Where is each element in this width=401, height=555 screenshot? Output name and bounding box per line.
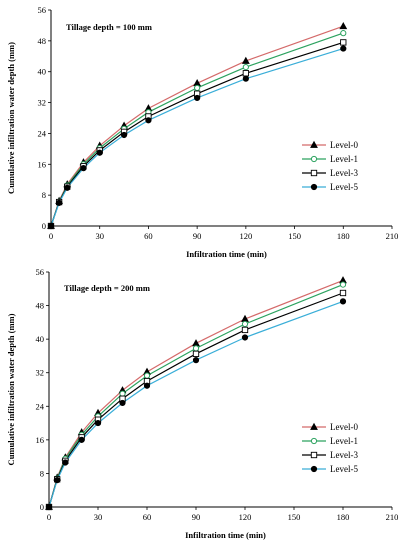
data-point-level-3 xyxy=(339,289,347,297)
legend-marker-level-1 xyxy=(310,437,318,445)
legend-marker-level-3 xyxy=(310,451,318,459)
legend-label-level-0: Level-0 xyxy=(330,422,358,432)
y-tick-label: 32 xyxy=(36,368,45,378)
x-tick-label: 210 xyxy=(386,512,399,522)
y-tick-label: 40 xyxy=(38,67,47,77)
data-point-level-5 xyxy=(192,357,200,364)
legend-marker-level-3 xyxy=(310,169,318,177)
x-tick-label: 60 xyxy=(143,512,152,522)
chart-tillage-200mm: 0 30 60 90 120 150 180 210 0 8 16 24 32 40 48 56 Infiltr… xyxy=(6,267,398,540)
data-point-level-5 xyxy=(54,477,61,484)
y-tick-label: 0 xyxy=(40,502,44,512)
chart-tillage-100mm: 0 30 60 90 120 150 180 210 0 8 16 24 32 40 48 56 Infiltr… xyxy=(6,5,398,259)
data-point-level-3 xyxy=(242,70,250,77)
y-tick-label: 48 xyxy=(38,36,47,46)
data-point-level-5 xyxy=(119,399,126,407)
data-point-level-3 xyxy=(192,350,200,357)
x-axis-label: Infiltration time (min) xyxy=(186,249,267,259)
y-tick-label: 0 xyxy=(42,221,46,231)
data-point-level-1 xyxy=(192,345,200,352)
x-tick-label: 180 xyxy=(337,512,350,522)
y-tick-label: 56 xyxy=(38,5,47,15)
y-axis-label: Cumulative infiltration water depth (mm) xyxy=(6,42,16,194)
data-point-level-5 xyxy=(120,131,128,139)
data-point-level-5 xyxy=(47,222,55,230)
legend-marker-level-1 xyxy=(310,155,318,163)
data-point-level-5 xyxy=(339,298,347,305)
data-point-level-1 xyxy=(194,84,201,92)
tillage-depth-annotation: Tillage depth = 100 mm xyxy=(66,22,152,32)
data-point-level-5 xyxy=(241,334,249,341)
y-tick-label: 24 xyxy=(38,128,47,138)
data-point-level-5 xyxy=(242,75,249,82)
data-point-level-1 xyxy=(119,390,126,397)
data-point-level-1 xyxy=(242,63,249,71)
x-tick-label: 150 xyxy=(288,512,301,522)
legend-marker-level-5 xyxy=(310,183,318,191)
y-tick-label: 8 xyxy=(42,190,46,200)
series-line-level-3 xyxy=(48,292,344,508)
x-tick-label: 0 xyxy=(49,231,53,241)
y-tick-label: 48 xyxy=(36,301,45,311)
legend-marker-level-0 xyxy=(310,140,318,148)
data-point-level-0 xyxy=(241,56,250,64)
legend-label-level-3: Level-3 xyxy=(330,450,358,460)
y-tick-label: 40 xyxy=(36,334,45,344)
x-tick-label: 30 xyxy=(95,231,104,241)
data-point-level-1 xyxy=(339,281,347,288)
legend-label-level-3: Level-3 xyxy=(330,168,358,178)
data-point-level-5 xyxy=(340,45,347,52)
legend-label-level-1: Level-1 xyxy=(330,436,358,446)
series-line-level-5 xyxy=(48,300,344,508)
series-line-level-0 xyxy=(48,279,344,508)
data-point-level-3 xyxy=(340,39,347,46)
data-point-level-3 xyxy=(241,326,249,334)
y-tick-label: 16 xyxy=(36,435,45,445)
legend-label-level-5: Level-5 xyxy=(330,464,358,474)
data-point-level-1 xyxy=(143,372,151,379)
series-line-level-5 xyxy=(50,48,344,227)
x-tick-label: 90 xyxy=(193,231,202,241)
data-point-level-5 xyxy=(94,419,102,427)
legend-marker-level-0 xyxy=(310,422,318,430)
y-tick-label: 56 xyxy=(36,267,45,277)
data-point-level-5 xyxy=(45,503,53,511)
data-point-level-5 xyxy=(62,459,69,466)
y-tick-label: 24 xyxy=(36,401,45,411)
y-axis-label: Cumulative infiltration water depth (mm) xyxy=(6,313,16,465)
data-point-level-5 xyxy=(56,199,63,206)
data-point-level-5 xyxy=(96,149,103,156)
y-tick-label: 8 xyxy=(40,468,44,478)
x-tick-label: 90 xyxy=(192,512,201,522)
data-point-level-5 xyxy=(78,436,85,443)
legend-label-level-0: Level-0 xyxy=(330,140,358,150)
x-tick-label: 0 xyxy=(47,512,51,522)
legend-marker-level-5 xyxy=(310,465,318,473)
x-tick-label: 120 xyxy=(239,512,252,522)
y-tick-label: 32 xyxy=(38,98,47,108)
data-point-level-5 xyxy=(80,165,87,172)
data-point-level-5 xyxy=(64,184,71,191)
x-tick-label: 180 xyxy=(337,231,350,241)
x-tick-label: 60 xyxy=(144,231,153,241)
x-tick-label: 150 xyxy=(288,231,301,241)
x-tick-label: 120 xyxy=(239,231,252,241)
data-point-level-5 xyxy=(145,117,152,124)
data-point-level-1 xyxy=(340,30,347,37)
x-tick-label: 210 xyxy=(386,231,399,241)
data-point-level-0 xyxy=(192,339,200,347)
data-point-level-1 xyxy=(241,320,249,328)
legend-label-level-1: Level-1 xyxy=(330,154,358,164)
tillage-depth-annotation: Tillage depth = 200 mm xyxy=(64,283,150,293)
data-point-level-0 xyxy=(339,21,348,30)
data-point-level-5 xyxy=(143,382,151,389)
x-axis-label: Infiltration time (min) xyxy=(185,530,266,540)
data-point-level-5 xyxy=(194,94,201,102)
y-tick-label: 16 xyxy=(38,159,47,169)
legend-label-level-5: Level-5 xyxy=(330,182,358,192)
x-tick-label: 30 xyxy=(94,512,103,522)
series-line-level-3 xyxy=(50,41,344,227)
